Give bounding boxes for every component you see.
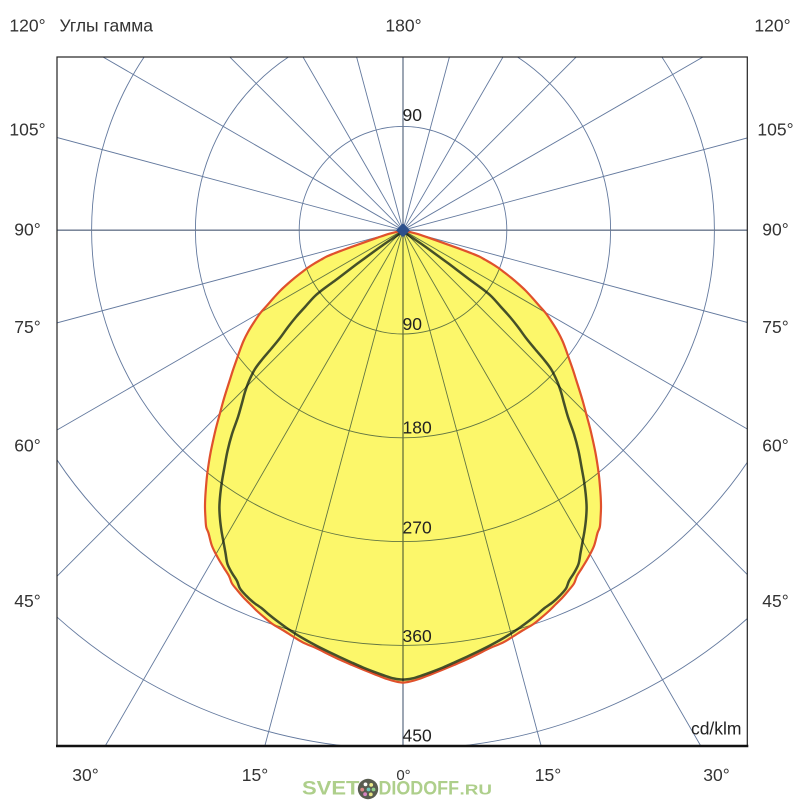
svg-text:90°: 90° (14, 220, 40, 240)
svg-text:45°: 45° (762, 591, 788, 611)
svg-text:90°: 90° (762, 220, 788, 240)
svg-text:Углы гамма: Углы гамма (60, 16, 154, 36)
svg-text:30°: 30° (703, 765, 729, 785)
svg-text:75°: 75° (14, 317, 40, 337)
svg-text:0°: 0° (396, 767, 410, 784)
svg-text:SVET: SVET (302, 778, 360, 800)
svg-text:60°: 60° (14, 435, 40, 455)
svg-text:360: 360 (403, 626, 432, 646)
svg-text:45°: 45° (14, 591, 40, 611)
svg-text:450: 450 (403, 726, 432, 746)
svg-text:DIODOFF: DIODOFF (379, 778, 460, 800)
svg-text:30°: 30° (72, 765, 98, 785)
svg-text:90: 90 (403, 314, 423, 334)
svg-text:120°: 120° (9, 16, 45, 36)
svg-text:60°: 60° (762, 435, 788, 455)
svg-text:cd/klm: cd/klm (691, 719, 742, 739)
svg-text:120°: 120° (754, 16, 790, 36)
svg-text:180°: 180° (385, 16, 421, 36)
svg-text:90: 90 (403, 105, 423, 125)
svg-text:180: 180 (403, 418, 432, 438)
svg-text:105°: 105° (757, 120, 793, 140)
svg-text:15°: 15° (242, 765, 268, 785)
svg-text:.RU: .RU (460, 783, 493, 799)
svg-text:75°: 75° (762, 317, 788, 337)
svg-text:270: 270 (403, 518, 432, 538)
svg-text:15°: 15° (535, 765, 561, 785)
svg-text:105°: 105° (9, 120, 45, 140)
